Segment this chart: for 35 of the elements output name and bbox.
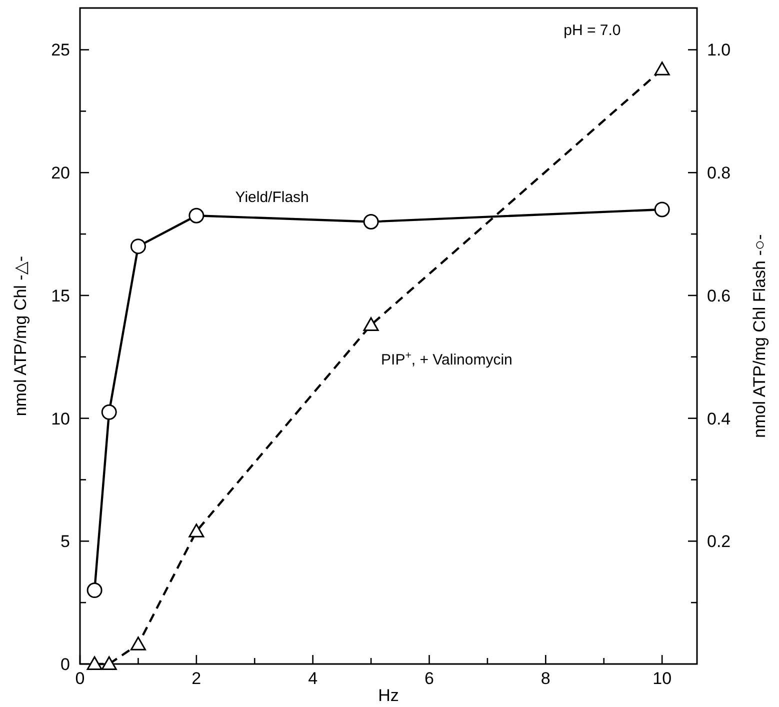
y2-tick-label: 0.8 — [707, 164, 731, 183]
y2-tick-label: 0.2 — [707, 532, 731, 552]
point — [130, 238, 146, 254]
x-tick-label: 0 — [75, 669, 85, 688]
y2-tick-label: 1.0 — [707, 40, 731, 60]
point — [101, 404, 117, 420]
y2-tick-label: 0.6 — [707, 286, 731, 306]
x-tick-label: 10 — [652, 669, 672, 688]
y-tick-label: 15 — [51, 286, 70, 306]
x-tick-label: 2 — [192, 669, 202, 688]
point — [188, 524, 204, 538]
point — [101, 656, 117, 670]
point — [654, 62, 670, 76]
y2-tick-label: 0.4 — [707, 409, 731, 428]
x-tick-label: 4 — [308, 669, 318, 688]
point — [363, 214, 379, 230]
y-tick-label: 25 — [51, 40, 70, 60]
x-axis-title: Hz — [378, 686, 399, 705]
y-tick-label: 10 — [51, 409, 70, 428]
x-tick-label: 6 — [424, 669, 434, 688]
y-tick-label: 20 — [51, 164, 70, 183]
y-tick-label: 5 — [60, 532, 70, 552]
y2-axis-title: nmol ATP/mg Chl Flash -○- — [750, 234, 769, 438]
point — [654, 202, 670, 218]
annotation: pH = 7.0 — [564, 22, 621, 40]
y-axis-title: nmol ATP/mg Chl -△- — [11, 256, 30, 416]
point — [188, 208, 204, 224]
point — [86, 582, 102, 598]
y-tick-label: 0 — [60, 654, 70, 674]
point — [130, 636, 146, 650]
point — [363, 317, 379, 331]
annotation: Yield/Flash — [235, 189, 309, 206]
x-tick-label: 8 — [540, 669, 550, 688]
point — [86, 656, 102, 670]
annotation: PIP$^{+}$, + Valinomycin — [381, 349, 512, 368]
